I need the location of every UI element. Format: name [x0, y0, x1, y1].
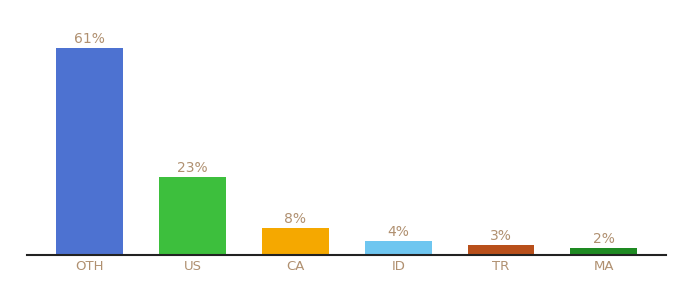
Text: 23%: 23% — [177, 161, 208, 175]
Text: 4%: 4% — [388, 225, 409, 239]
Bar — [364, 242, 432, 255]
Bar — [571, 248, 637, 255]
Text: 61%: 61% — [74, 32, 105, 46]
Text: 2%: 2% — [593, 232, 615, 246]
Text: 8%: 8% — [284, 212, 307, 226]
Bar — [159, 177, 226, 255]
Bar — [262, 228, 329, 255]
Text: 3%: 3% — [490, 229, 512, 243]
Bar — [56, 48, 123, 255]
Bar — [468, 245, 534, 255]
